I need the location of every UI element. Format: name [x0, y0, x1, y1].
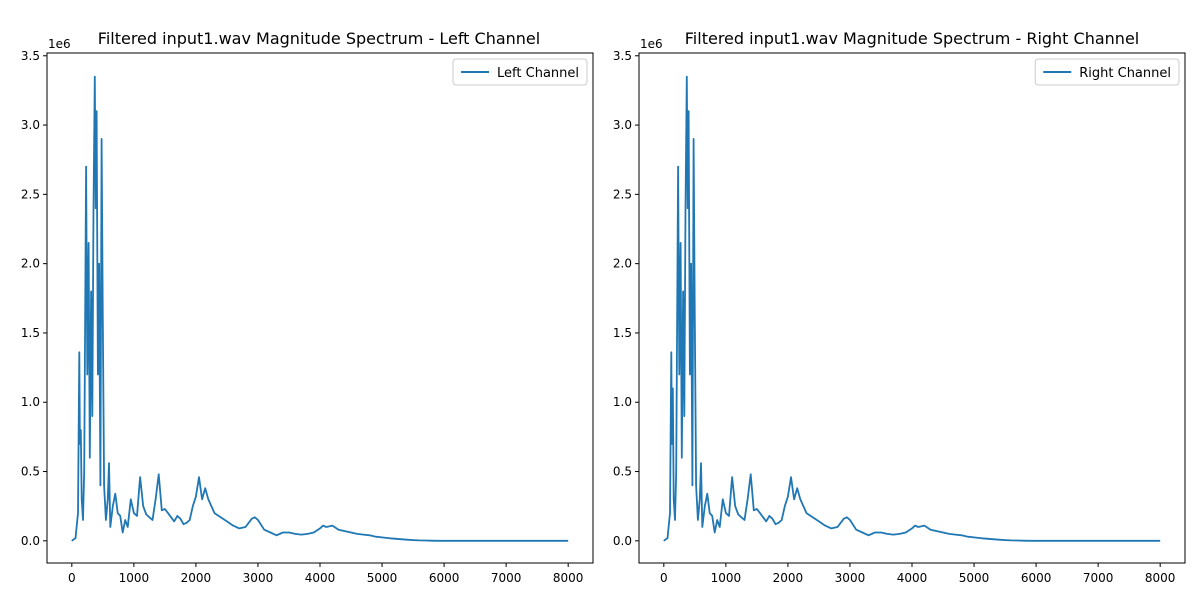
left-legend-label: Left Channel — [497, 66, 579, 81]
left-y-tick-label: 3.0 — [21, 118, 40, 132]
right-chart-title: Filtered input1.wav Magnitude Spectrum -… — [685, 29, 1139, 48]
left-x-tick-label: 8000 — [553, 571, 584, 585]
right-x-tick-label: 2000 — [773, 571, 804, 585]
right-x-tick-label: 3000 — [835, 571, 866, 585]
left-legend-box — [452, 58, 588, 86]
right-x-ticks: 0 1000 2000 3000 4000 5000 6000 7000 8000 — [660, 563, 1175, 585]
right-y-tick-label: 0.0 — [613, 534, 632, 548]
right-y-tick-label: 2.5 — [613, 187, 632, 201]
right-x-tick-label: 5000 — [959, 571, 990, 585]
right-x-tick-label: 1000 — [711, 571, 742, 585]
left-axes-frame — [46, 52, 594, 564]
left-x-ticks: 0 1000 2000 3000 4000 5000 6000 7000 8000 — [68, 563, 583, 585]
left-y-tick-label: 0.5 — [21, 465, 40, 479]
right-x-tick-label: 7000 — [1083, 571, 1114, 585]
right-x-tick-label: 8000 — [1145, 571, 1176, 585]
left-x-tick-label: 6000 — [429, 571, 460, 585]
left-x-tick-label: 2000 — [181, 571, 212, 585]
left-legend: Left Channel — [452, 58, 588, 86]
left-plot-area — [71, 75, 569, 542]
right-x-tick-label: 6000 — [1021, 571, 1052, 585]
right-legend-box — [1034, 58, 1180, 86]
right-legend-label: Right Channel — [1079, 66, 1171, 81]
right-x-tick-label: 4000 — [897, 571, 928, 585]
right-axes-frame — [638, 52, 1186, 564]
right-plot-area — [663, 75, 1161, 542]
right-y-tick-label: 3.5 — [613, 49, 632, 63]
left-x-tick-label: 3000 — [243, 571, 274, 585]
right-legend: Right Channel — [1034, 58, 1180, 86]
left-x-tick-label: 1000 — [119, 571, 150, 585]
right-y-offset-label: 1e6 — [640, 37, 663, 51]
left-y-offset-label: 1e6 — [48, 37, 71, 51]
right-y-tick-label: 0.5 — [613, 465, 632, 479]
left-x-tick-label: 0 — [68, 571, 76, 585]
right-x-tick-label: 0 — [660, 571, 668, 585]
left-chart-panel: Filtered input1.wav Magnitude Spectrum -… — [21, 29, 594, 585]
right-y-tick-label: 1.0 — [613, 395, 632, 409]
left-y-tick-label: 0.0 — [21, 534, 40, 548]
left-x-tick-label: 4000 — [305, 571, 336, 585]
left-chart-title: Filtered input1.wav Magnitude Spectrum -… — [98, 29, 540, 48]
right-chart-panel: Filtered input1.wav Magnitude Spectrum -… — [613, 29, 1186, 585]
left-y-tick-label: 1.5 — [21, 326, 40, 340]
right-y-tick-label: 3.0 — [613, 118, 632, 132]
right-y-tick-label: 1.5 — [613, 326, 632, 340]
left-y-ticks: 0.0 0.5 1.0 1.5 2.0 2.5 3.0 3.5 — [21, 49, 47, 548]
left-y-tick-label: 2.5 — [21, 187, 40, 201]
left-y-tick-label: 2.0 — [21, 257, 40, 271]
right-y-tick-label: 2.0 — [613, 257, 632, 271]
left-channel-series-line — [71, 75, 569, 542]
right-channel-series-line — [663, 75, 1161, 542]
right-y-ticks: 0.0 0.5 1.0 1.5 2.0 2.5 3.0 3.5 — [613, 49, 639, 548]
left-y-tick-label: 3.5 — [21, 49, 40, 63]
left-x-tick-label: 7000 — [491, 571, 522, 585]
left-x-tick-label: 5000 — [367, 571, 398, 585]
left-y-tick-label: 1.0 — [21, 395, 40, 409]
